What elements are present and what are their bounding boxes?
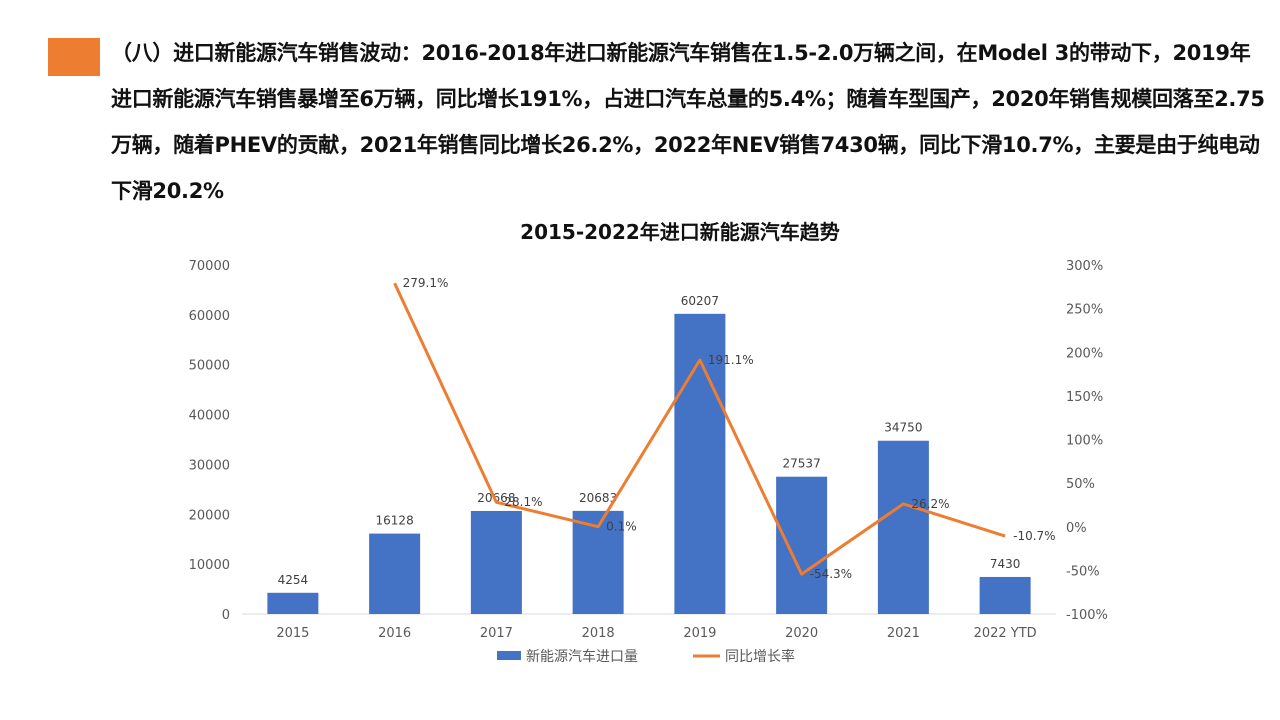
growth-line	[393, 282, 1006, 576]
bar-value-label: 16128	[376, 514, 414, 528]
x-tick-label: 2020	[785, 626, 818, 641]
x-tick-label: 2017	[480, 626, 513, 641]
legend: 新能源汽车进口量 同比增长率	[497, 648, 795, 665]
right-tick-label: 100%	[1066, 434, 1103, 449]
legend-line-label: 同比增长率	[725, 648, 795, 665]
bar-value-label: 60207	[681, 294, 719, 308]
right-tick-label: 50%	[1066, 477, 1095, 492]
legend-bar-swatch	[497, 651, 521, 660]
growth-line-layer	[393, 282, 1006, 576]
bar	[267, 592, 319, 614]
growth-value-label: 191.1%	[708, 353, 754, 367]
x-tick-label: 2019	[683, 626, 716, 641]
x-tick-label: 2016	[378, 626, 411, 641]
right-tick-label: 150%	[1066, 390, 1103, 405]
growth-value-label: 0.1%	[606, 520, 637, 534]
left-tick-label: 10000	[189, 558, 230, 573]
growth-value-label: 26.2%	[911, 497, 949, 511]
left-tick-label: 20000	[189, 508, 230, 523]
bar-value-label: 34750	[884, 421, 922, 435]
bars	[267, 313, 1031, 614]
growth-value-label: 28.1%	[504, 495, 542, 509]
bar	[979, 576, 1031, 614]
right-tick-label: -100%	[1066, 608, 1108, 623]
bar	[369, 533, 421, 614]
bar-labels: 4254 16128 20668 20683 60207 27537 34750 7430	[278, 294, 1021, 587]
growth-labels: 279.1% 28.1% 0.1% 191.1% -54.3% 26.2% -10.7%	[403, 276, 1056, 581]
left-tick-label: 0	[222, 608, 230, 623]
right-tick-label: 200%	[1066, 346, 1103, 361]
bar-value-label: 4254	[278, 573, 309, 587]
left-tick-label: 70000	[189, 259, 230, 274]
growth-value-label: 279.1%	[403, 276, 449, 290]
x-axis: 2015 2016 2017 2018 2019 2020 2021 2022 YTD	[242, 613, 1056, 641]
left-tick-label: 30000	[189, 458, 230, 473]
left-tick-label: 40000	[189, 409, 230, 424]
bar-value-label: 27537	[783, 457, 821, 471]
right-axis: -100% -50% 0% 50% 100% 150% 200% 250% 300%	[1066, 259, 1108, 623]
bar	[877, 440, 929, 614]
x-tick-label: 2015	[276, 626, 309, 641]
right-tick-label: -50%	[1066, 564, 1100, 579]
legend-bar-label: 新能源汽车进口量	[526, 648, 638, 665]
right-tick-label: 250%	[1066, 303, 1103, 318]
left-tick-label: 60000	[189, 309, 230, 324]
x-tick-label: 2021	[887, 626, 920, 641]
bar-value-label: 20668	[477, 491, 515, 505]
x-tick-label: 2022 YTD	[974, 626, 1037, 641]
headline-text: （八）进口新能源汽车销售波动：2016-2018年进口新能源汽车销售在1.5-2…	[111, 41, 1265, 203]
x-tick-label: 2018	[582, 626, 615, 641]
growth-value-label: -10.7%	[1013, 529, 1055, 543]
left-axis: 0 10000 20000 30000 40000 50000 60000 70000	[189, 259, 230, 623]
bar-value-label: 7430	[990, 557, 1021, 571]
right-tick-label: 0%	[1066, 521, 1087, 536]
bar-value-label: 20683	[579, 491, 617, 505]
growth-value-label: -54.3%	[810, 567, 852, 581]
bar	[674, 313, 726, 614]
bar	[776, 476, 828, 614]
right-tick-label: 300%	[1066, 259, 1103, 274]
accent-block	[48, 38, 100, 76]
bar	[470, 510, 522, 614]
left-tick-label: 50000	[189, 359, 230, 374]
chart-title: 2015-2022年进口新能源汽车趋势	[520, 220, 840, 244]
